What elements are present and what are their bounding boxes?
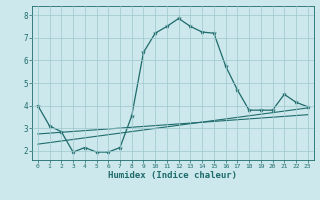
X-axis label: Humidex (Indice chaleur): Humidex (Indice chaleur) bbox=[108, 171, 237, 180]
